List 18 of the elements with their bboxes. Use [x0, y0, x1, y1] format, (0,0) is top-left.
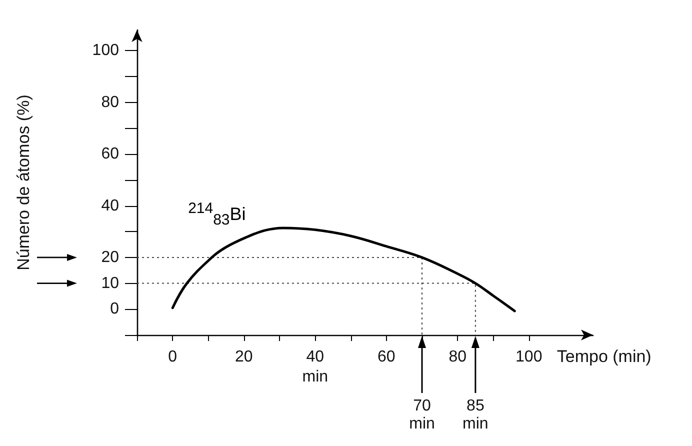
y-tick-label: 20	[101, 248, 120, 266]
y-tick-label: 40	[101, 197, 120, 214]
y-tick-label: 100	[92, 42, 120, 60]
line-series	[171, 226, 516, 312]
x-tick-label: 0	[168, 348, 178, 366]
y-tick-label: 10	[101, 274, 120, 292]
x-tick-label: 60	[377, 348, 396, 366]
y-axis-title: Número de átomos (%)	[14, 94, 33, 270]
annotation: 70 min	[409, 398, 435, 432]
y-tick-label: 0	[110, 300, 120, 318]
x-tick-label: 20	[234, 348, 253, 366]
y-tick-label: 80	[101, 94, 120, 111]
x-tick-label: 40 min	[302, 348, 328, 386]
x-tick-label: 80	[448, 348, 467, 366]
y-tick-label: 60	[101, 146, 120, 163]
x-axis-title: Tempo (min)	[556, 347, 652, 366]
x-tick-label: 100	[516, 348, 542, 366]
annotation: 85 min	[462, 398, 488, 432]
